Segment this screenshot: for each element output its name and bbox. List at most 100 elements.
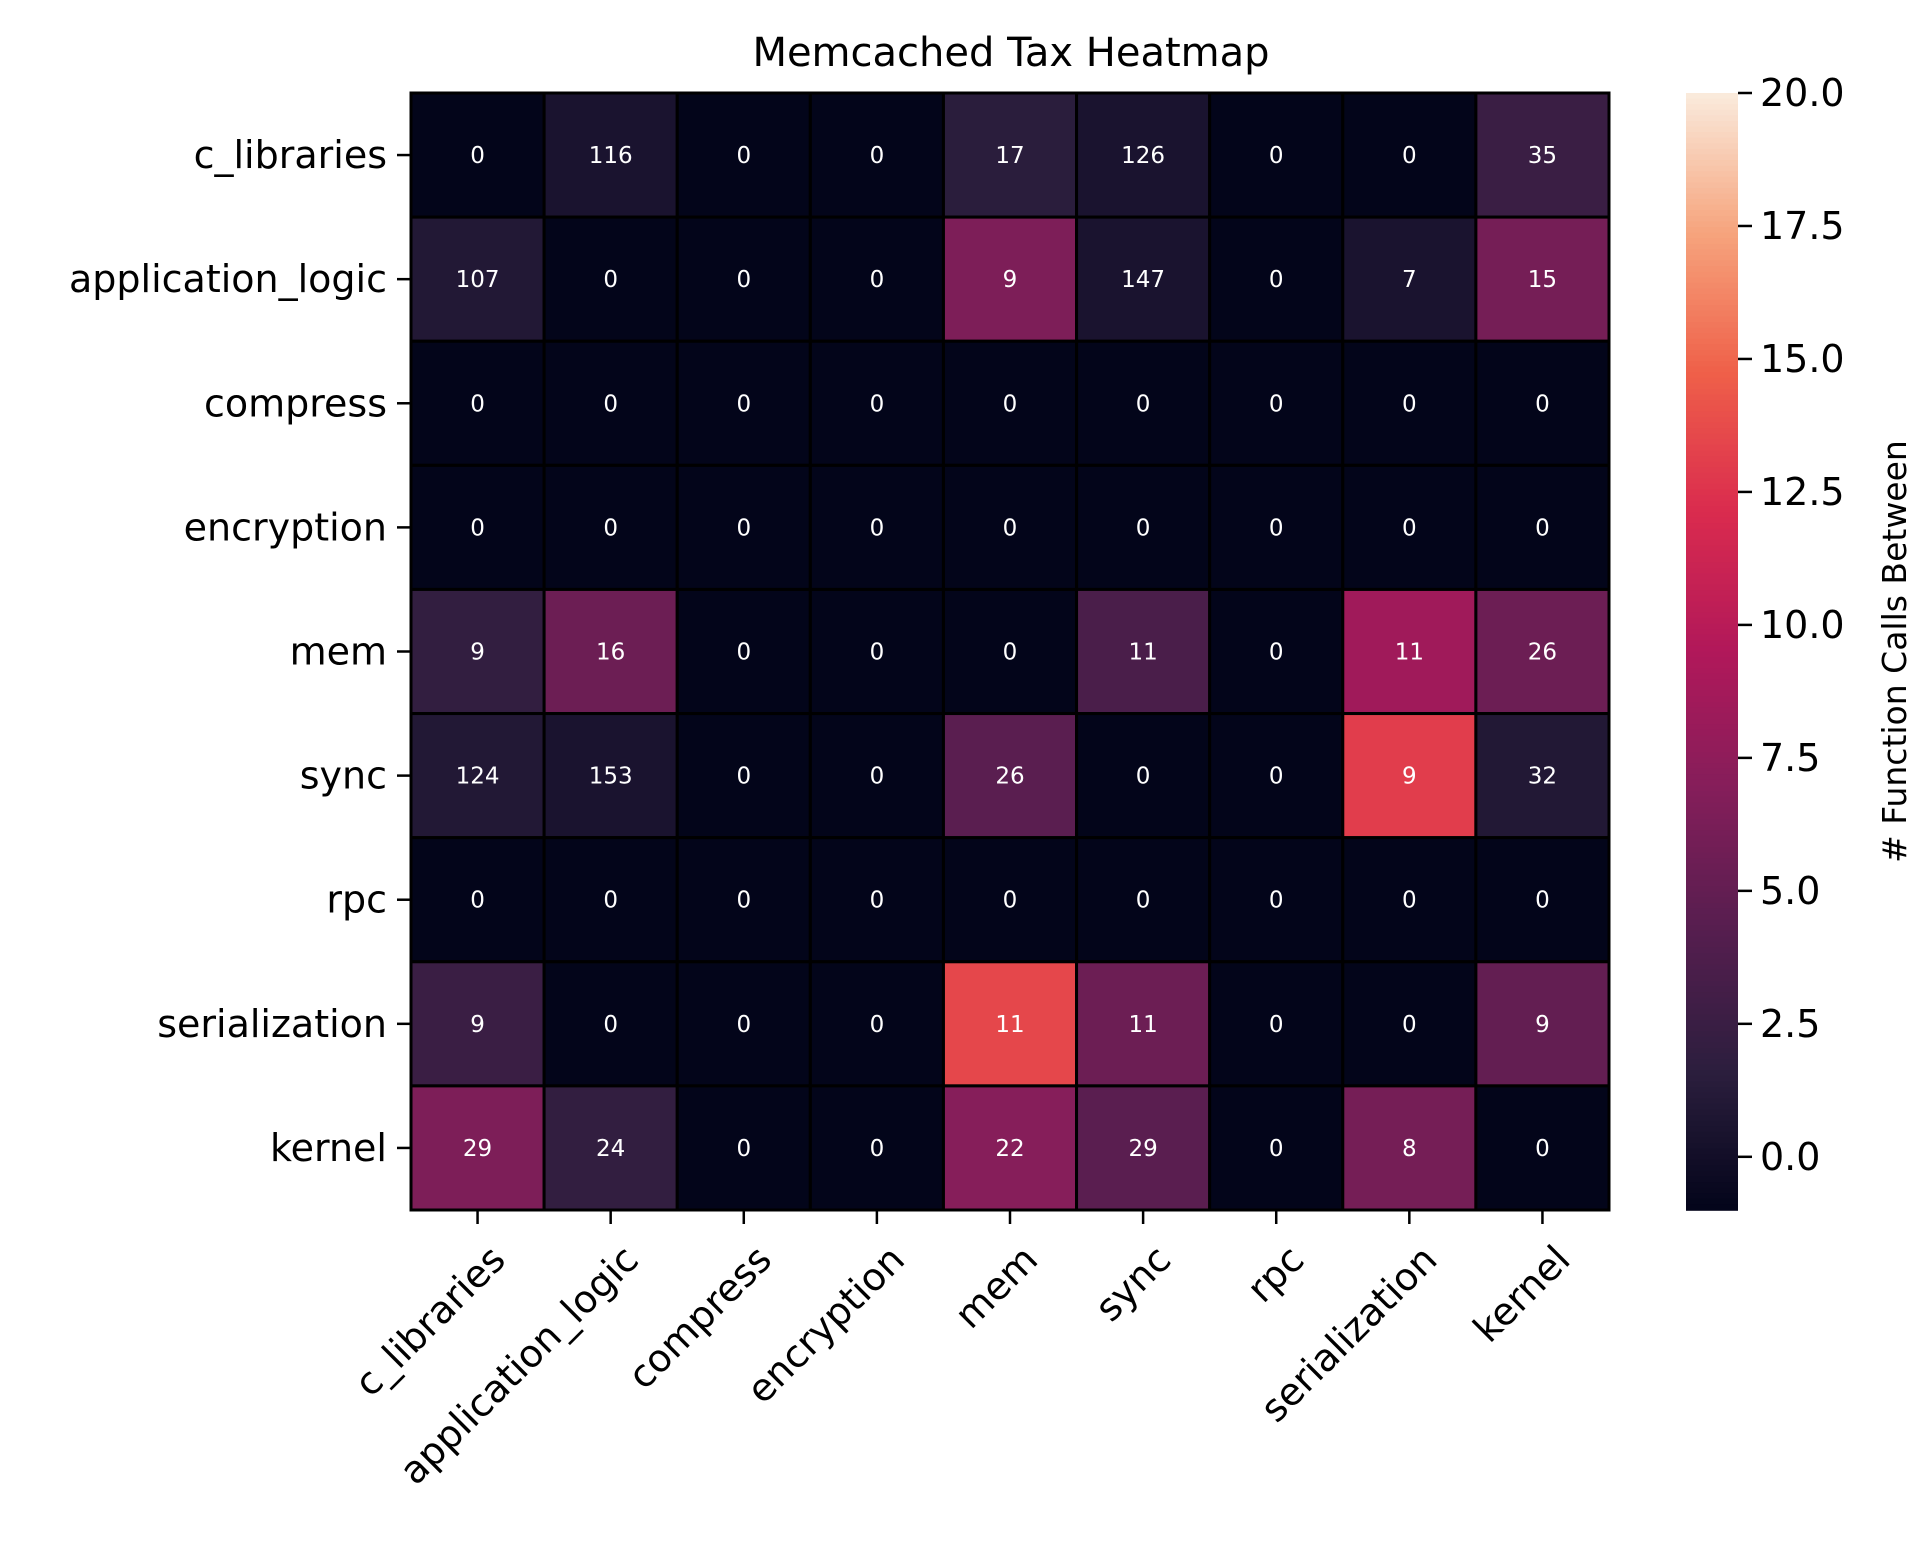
cell-annotation: 0 [870,888,885,914]
cell-annotation: 32 [1528,764,1557,790]
colorbar-segment [1686,925,1738,932]
cell-annotation: 16 [596,640,625,666]
colorbar-segment [1686,1198,1738,1206]
colorbar-segment [1686,830,1738,837]
colorbar-segment [1686,238,1738,245]
colorbar-segment [1686,936,1738,943]
colorbar-segment [1686,1025,1738,1033]
cell-annotation: 0 [1136,515,1151,541]
colorbar-segment [1686,416,1738,424]
colorbar-segment [1686,534,1738,541]
colorbar-segment [1686,886,1738,893]
cell-annotation: 0 [470,391,485,417]
colorbar-segment [1686,992,1738,999]
cell-annotation: 0 [870,1136,885,1162]
colorbar-segment [1686,729,1738,737]
heatmap-cell [1075,712,1212,840]
colorbar-segment [1686,897,1738,904]
cell-annotation: 0 [1535,1136,1550,1162]
heatmap-cell [409,587,546,716]
colorbar-segment [1686,1170,1738,1178]
colorbar-segment [1686,294,1738,301]
colorbar-segment [1686,1187,1738,1195]
colorbar-segment [1686,1131,1738,1139]
cell-annotation: 7 [1402,267,1417,293]
colorbar-segment [1686,405,1738,413]
colorbar-segment [1686,316,1738,323]
heatmap-cell [808,463,945,591]
cell-annotation: 0 [1269,764,1284,790]
colorbar-segment [1686,824,1738,832]
colorbar-segment [1686,807,1738,815]
colorbar-segment [1686,880,1738,887]
colorbar-segment [1686,478,1738,485]
colorbar-segment [1686,461,1738,468]
colorbar-tick-label: 17.5 [1760,204,1845,248]
colorbar-segment [1686,132,1738,139]
heatmap-cell [1474,463,1611,591]
colorbar-segment [1686,746,1738,753]
colorbar-segment [1686,668,1738,675]
heatmap-cell [808,960,945,1088]
heatmap-cell [675,1084,812,1212]
cell-annotation: 26 [995,764,1024,790]
heatmap-cell [1075,1084,1212,1212]
colorbar-segment [1686,227,1738,234]
cell-annotation: 29 [463,1136,492,1162]
cell-annotation: 0 [1136,888,1151,914]
cell-annotation: 9 [470,1012,485,1038]
colorbar-segment [1686,193,1738,200]
colorbar-segment [1686,327,1738,334]
colorbar-segment [1686,556,1738,563]
heatmap-cell [1208,1084,1345,1212]
colorbar-segment [1686,1120,1738,1128]
cell-annotation: 11 [995,1012,1024,1038]
heatmap-cell [941,215,1079,343]
cell-annotation: 0 [1003,888,1018,914]
colorbar-tick-label: 0.0 [1760,1135,1820,1179]
colorbar-label: # Function Calls Between [1875,440,1914,863]
colorbar-segment [1686,1059,1738,1066]
colorbar-segment [1686,1070,1738,1077]
heatmap-cell [1075,587,1212,716]
cell-annotation: 0 [1402,391,1417,417]
colorbar-segment [1686,483,1738,491]
colorbar-segment [1686,523,1738,530]
heatmap-cell [1208,960,1345,1088]
cell-annotation: 24 [596,1136,625,1162]
cell-annotation: 9 [1535,1012,1550,1038]
heatmap-cell [409,836,546,964]
colorbar-segment [1686,500,1738,508]
colorbar-segment [1686,908,1738,915]
colorbar-segment [1686,444,1738,452]
colorbar-segment [1686,724,1738,731]
heatmap-cell [675,712,812,840]
y-tick-label: encryption [184,505,387,549]
cell-annotation: 0 [1003,640,1018,666]
colorbar-segment [1686,964,1738,971]
colorbar-segment [1686,617,1738,625]
heatmap-cell [1474,339,1611,467]
colorbar-segment [1686,517,1738,524]
colorbar-segment [1686,768,1738,776]
colorbar-segment [1686,137,1738,145]
y-tick-label: kernel [270,1126,387,1170]
colorbar-segment [1686,612,1738,619]
cell-annotation: 0 [603,1012,618,1038]
colorbar-segment [1686,562,1738,569]
colorbar-segment [1686,1165,1738,1172]
cell-annotation: 0 [736,1012,751,1038]
colorbar-segment [1686,785,1738,792]
cell-annotation: 15 [1528,267,1557,293]
colorbar-segment [1686,595,1738,603]
colorbar-segment [1686,852,1738,859]
colorbar-segment [1686,858,1738,865]
colorbar-segment [1686,282,1738,290]
cell-annotation: 0 [736,515,751,541]
colorbar-segment [1686,243,1738,251]
colorbar-segment [1686,902,1738,910]
heatmap-cell [542,1084,679,1212]
cell-annotation: 35 [1528,143,1557,169]
colorbar-segment [1686,919,1738,926]
colorbar-segment [1686,489,1738,496]
